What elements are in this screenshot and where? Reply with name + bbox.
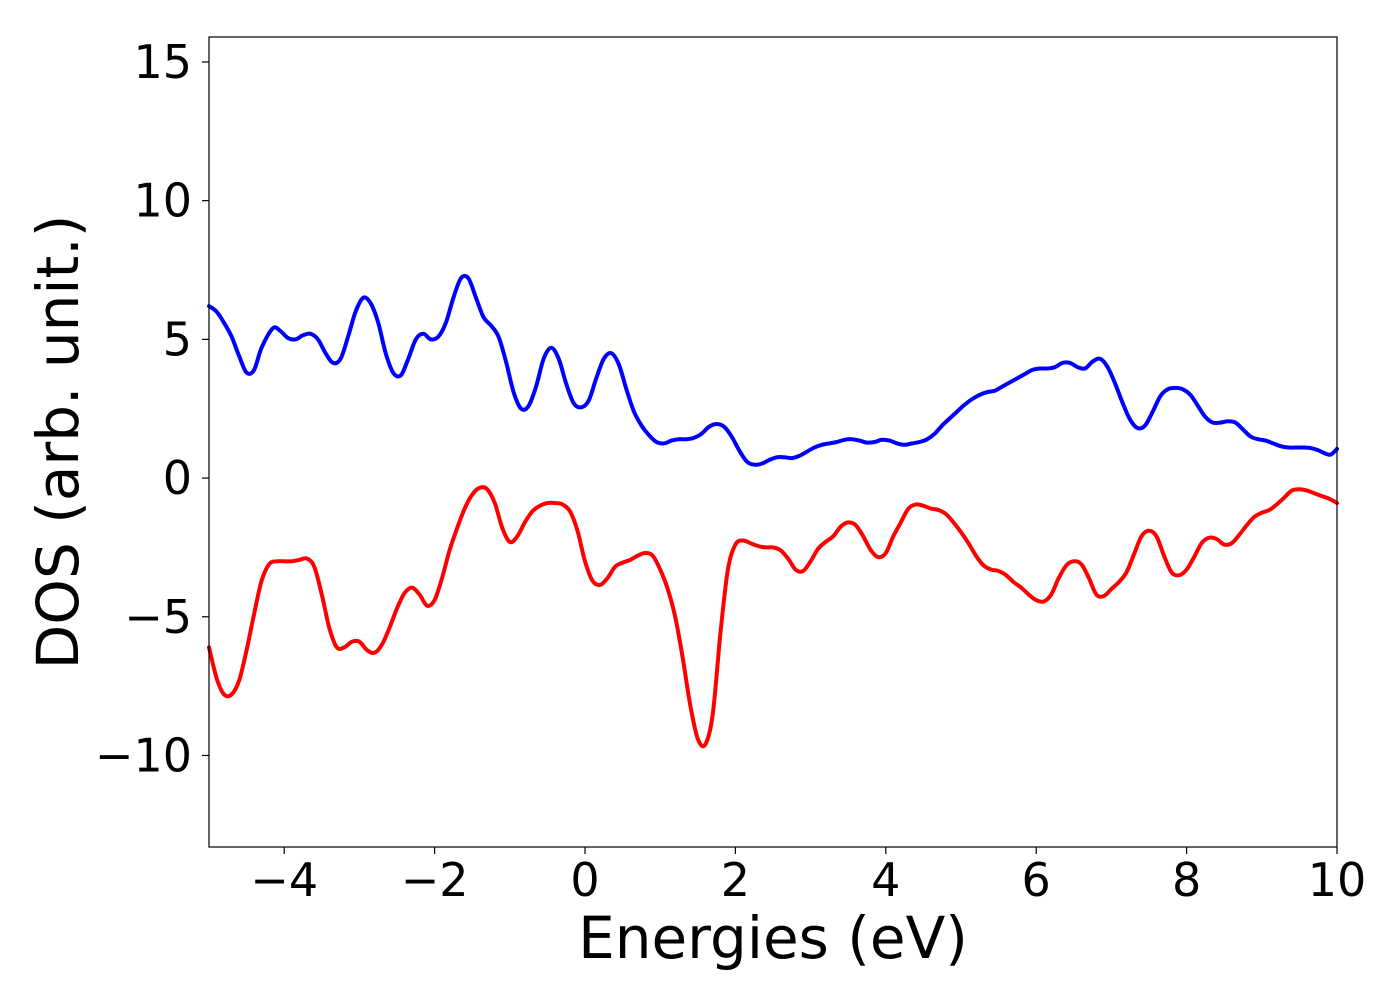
y-tick-label: 5 [163,312,192,366]
series-line-spin-up [207,273,1339,467]
y-tick-label: 0 [163,451,192,505]
series-layer [207,273,1339,749]
x-tick-label: 0 [570,853,599,907]
x-tick-label: −4 [250,853,318,907]
y-tick-label: 15 [133,35,192,89]
x-tick-label: 2 [721,853,750,907]
x-tick-label: 6 [1022,853,1051,907]
y-axis-label: DOS (arb. unit.) [24,215,92,670]
y-tick-label: −5 [124,590,192,644]
y-tick-label: −10 [95,728,192,782]
x-axis-label: Energies (eV) [578,904,968,972]
x-tick-label: 4 [871,853,900,907]
y-axis: 15 10 5 0 −5 −10 [95,35,209,782]
y-tick-label: 10 [133,174,192,228]
x-tick-label: 8 [1172,853,1201,907]
series-line-spin-down [207,485,1339,749]
plot-frame [208,36,1338,848]
x-tick-label: −2 [401,853,469,907]
x-axis: −4 −2 0 2 4 6 8 10 [250,847,1366,907]
x-tick-label: 10 [1308,853,1367,907]
